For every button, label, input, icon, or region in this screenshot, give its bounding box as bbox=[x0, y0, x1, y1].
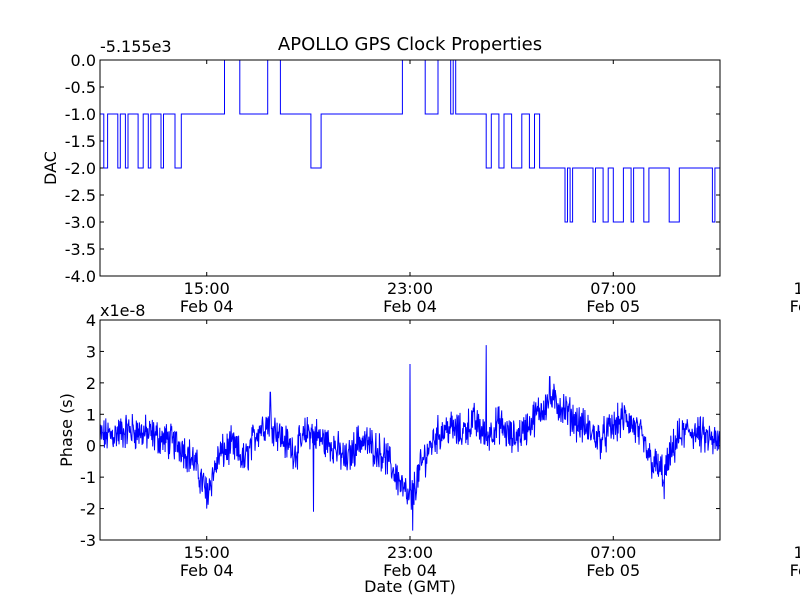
xtick-time-label: 23:00 bbox=[387, 543, 433, 562]
ytick-label: -1.5 bbox=[65, 132, 96, 151]
dac-panel: 0.0 -0.5 -1.0 -1.5 -2.0 -2.5 -3.0 -3.5 -4.0 15:00… bbox=[41, 37, 800, 316]
ytick-label: -3.5 bbox=[65, 240, 96, 259]
phase-series-line bbox=[99, 345, 721, 531]
xtick-date-label: Feb 04 bbox=[180, 561, 234, 580]
xtick-time-label: 23:00 bbox=[387, 279, 433, 298]
dac-plot-frame bbox=[99, 59, 721, 277]
phase-xlabel: Date (GMT) bbox=[364, 577, 456, 596]
xtick-date-label: Feb 05 bbox=[586, 297, 640, 316]
xtick-time-label: 07:00 bbox=[590, 279, 636, 298]
xtick-date-label: Feb 05 bbox=[586, 561, 640, 580]
xtick-date-label: Feb 05 bbox=[790, 297, 800, 316]
ytick-label: -3.0 bbox=[65, 213, 96, 232]
ytick-label: -3 bbox=[80, 531, 96, 550]
phase-plot-frame bbox=[99, 319, 721, 541]
ytick-label: -2.0 bbox=[65, 159, 96, 178]
ytick-label: 1 bbox=[86, 405, 96, 424]
ytick-label: -2.5 bbox=[65, 186, 96, 205]
xtick-time-label: 15:00 bbox=[794, 279, 800, 298]
xtick-time-label: 15:00 bbox=[184, 279, 230, 298]
ytick-label: 4 bbox=[86, 311, 96, 330]
ytick-label: -2 bbox=[80, 500, 96, 519]
xtick-time-label: 07:00 bbox=[590, 543, 636, 562]
ytick-label: -1 bbox=[80, 468, 96, 487]
xtick-time-label: 15:00 bbox=[184, 543, 230, 562]
dac-offset-text: -5.155e3 bbox=[100, 37, 172, 56]
xtick-date-label: Feb 05 bbox=[790, 561, 800, 580]
xtick-date-label: Feb 04 bbox=[383, 561, 437, 580]
phase-offset-text: x1e-8 bbox=[100, 301, 145, 320]
ytick-label: 0 bbox=[86, 437, 96, 456]
ytick-label: 3 bbox=[86, 342, 96, 361]
xtick-date-label: Feb 04 bbox=[383, 297, 437, 316]
dac-plot-background bbox=[100, 60, 720, 276]
xtick-time-label: 15:00 bbox=[794, 543, 800, 562]
ytick-label: 2 bbox=[86, 374, 96, 393]
xtick-date-label: Feb 04 bbox=[180, 297, 234, 316]
ytick-label: -4.0 bbox=[65, 267, 96, 286]
ytick-label: -1.0 bbox=[65, 105, 96, 124]
ytick-label: -0.5 bbox=[65, 78, 96, 97]
ytick-label: 0.0 bbox=[71, 51, 96, 70]
phase-ylabel: Phase (s) bbox=[57, 393, 76, 467]
dac-ylabel: DAC bbox=[41, 151, 60, 185]
chart-title: APOLLO GPS Clock Properties bbox=[278, 34, 542, 55]
